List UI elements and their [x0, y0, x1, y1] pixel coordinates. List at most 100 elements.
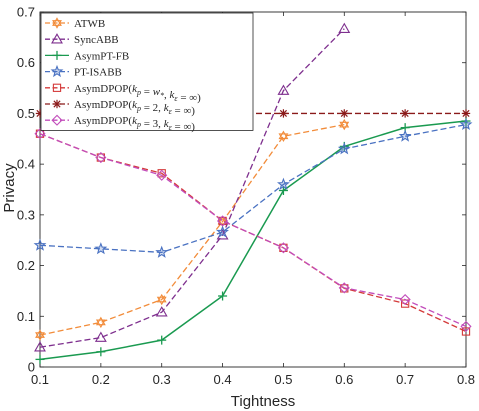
legend-label-text: ATWB [74, 18, 105, 30]
marker-shape [462, 109, 470, 118]
legend-math-symbol: k [170, 89, 176, 101]
marker-shape [399, 293, 411, 306]
marker-shape [94, 242, 108, 255]
y-tick-label: 0.6 [17, 55, 35, 70]
marker-shape [52, 83, 62, 92]
marker-shape [95, 319, 106, 329]
marker-shape [33, 238, 47, 251]
marker-shape [460, 320, 472, 333]
series-line [39, 28, 345, 348]
data-point [52, 17, 62, 29]
y-axis-label: Privacy [1, 163, 18, 213]
legend-label: PT-ISABB [74, 67, 122, 79]
data-point [95, 151, 107, 164]
legend-math-subscript: p [136, 120, 141, 129]
legend-math-subscript: p [136, 104, 141, 113]
x-axis-label: Tightness [231, 393, 295, 410]
legend-item: AsymPT-FB [45, 50, 129, 62]
data-point [35, 329, 45, 341]
series-line [39, 120, 467, 361]
legend-label-text: SyncABB [74, 34, 119, 46]
legend-math-text: = ∞ [172, 105, 192, 117]
data-point [35, 354, 45, 364]
data-point [461, 327, 471, 336]
data-point [218, 216, 227, 226]
y-tick-label: 0.2 [17, 258, 35, 273]
data-point [51, 33, 63, 44]
marker-shape [339, 118, 350, 128]
data-point [155, 306, 168, 317]
data-point [216, 215, 229, 227]
legend-label-text: AsymPT-FB [74, 50, 129, 62]
legend-math-subscript: ε [169, 107, 173, 116]
data-point [279, 243, 288, 252]
marker-shape [338, 22, 351, 34]
marker-shape [279, 243, 288, 252]
marker-shape [155, 245, 169, 258]
data-point [337, 142, 351, 155]
legend-label-text: PT-ISABB [74, 67, 122, 79]
legend-math-symbol: w [153, 86, 161, 98]
marker-shape [95, 316, 106, 326]
marker-shape [156, 293, 167, 303]
y-tick-label: 0 [28, 360, 35, 375]
legend-math-subscript: * [160, 91, 164, 100]
data-point [278, 186, 288, 196]
y-tick-label: 0.3 [17, 207, 35, 222]
data-point [155, 245, 169, 258]
marker-shape [216, 215, 229, 227]
legend-math-text: = 2, [141, 102, 164, 114]
data-point [340, 109, 349, 118]
marker-shape [94, 331, 107, 342]
legend-math-text: , [164, 89, 170, 101]
series-3 [33, 117, 473, 258]
data-point [339, 118, 350, 131]
marker-shape [34, 128, 46, 140]
data-point [460, 320, 472, 333]
legend-box [40, 12, 254, 131]
legend-item: PT-ISABB [45, 64, 122, 79]
marker-shape [277, 84, 290, 95]
legend-math-text: = [141, 86, 153, 98]
marker-shape [35, 332, 45, 341]
legend-math-symbol: k [132, 99, 138, 111]
data-point [277, 84, 290, 95]
marker-shape [95, 151, 107, 164]
marker-shape [337, 142, 351, 155]
marker-shape [461, 327, 471, 336]
legend-math-text: = ∞ [178, 92, 198, 104]
legend-math-symbol: k [132, 83, 138, 95]
data-point [34, 128, 46, 140]
data-point [338, 22, 351, 34]
data-point [461, 109, 471, 118]
marker-shape [276, 177, 290, 190]
data-point [35, 129, 45, 138]
data-point [157, 335, 167, 345]
legend-math-subscript: ε [174, 94, 178, 103]
x-tick-label: 0.7 [396, 372, 414, 387]
data-point [279, 109, 288, 118]
legend-item: AsymDPOP(kp = 3, kε = ∞) [45, 114, 195, 133]
legend-item: AsymDPOP(kp = w*, kε = ∞) [45, 83, 201, 104]
data-point [218, 291, 228, 301]
legend-item: AsymDPOP(kp = 2, kε = ∞) [45, 99, 195, 117]
axes: 0.1 0.2 0.3 0.4 0.5 0.6 0.7 0.800.10.20.30.40.5… [17, 5, 475, 388]
marker-shape [51, 114, 63, 126]
legend: ATWB SyncABB AsymPT-FB PT-ISABB AsymDPOP(kp … [40, 12, 254, 133]
data-point [50, 64, 64, 78]
data-point [338, 282, 350, 294]
data-point [94, 242, 108, 255]
marker-shape [156, 296, 167, 306]
data-point [157, 169, 166, 178]
y-tick-label: 0.1 [17, 309, 35, 324]
marker-shape [35, 329, 45, 338]
marker-shape [277, 242, 290, 254]
legend-label: AsymDPOP(kp = w*, kε = ∞) [74, 83, 201, 104]
y-tick-label: 0.7 [17, 5, 35, 20]
legend-math-text: = ∞ [172, 121, 192, 133]
data-point [400, 109, 410, 118]
legend-label-tail: ) [197, 92, 201, 104]
legend-label: SyncABB [74, 34, 119, 46]
legend-math-subscript: p [136, 88, 141, 97]
